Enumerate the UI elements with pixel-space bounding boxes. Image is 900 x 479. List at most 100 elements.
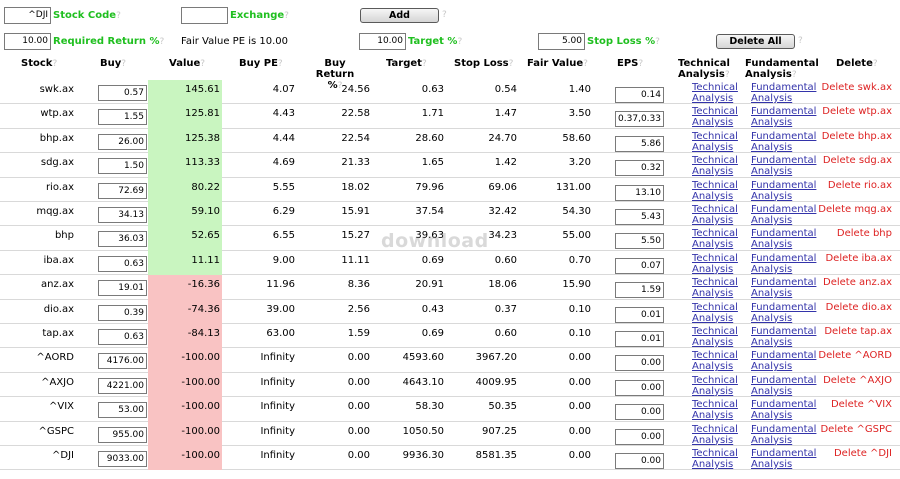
- eps-input[interactable]: 1.59: [615, 282, 664, 299]
- technical-analysis-link[interactable]: Technical Analysis: [692, 375, 744, 399]
- fundamental-analysis-link[interactable]: Fundamental Analysis: [751, 302, 823, 326]
- buy-price-input[interactable]: 955.00: [98, 426, 147, 443]
- col-fair-value-help-icon[interactable]: ?: [583, 59, 588, 69]
- delete-stock-link[interactable]: Delete mqg.ax: [818, 204, 892, 215]
- buy-price-input[interactable]: 36.03: [98, 231, 147, 248]
- delete-stock-link[interactable]: Delete sdg.ax: [822, 155, 892, 167]
- delete-stock-link[interactable]: Delete dio.ax: [825, 301, 892, 313]
- delete-stock-link[interactable]: Delete ^VIX: [830, 399, 892, 411]
- eps-input[interactable]: 0.01: [615, 306, 664, 323]
- exchange-help-icon[interactable]: ?: [284, 11, 289, 21]
- buy-price-input[interactable]: 9033.00: [98, 451, 147, 467]
- delete-stock-link[interactable]: Delete iba.ax: [825, 252, 892, 264]
- eps-input[interactable]: 5.50: [615, 233, 664, 250]
- fundamental-analysis-link[interactable]: Fundamental Analysis: [751, 448, 823, 472]
- buy-price-input[interactable]: 72.69: [98, 182, 147, 199]
- buy-price-input[interactable]: 4176.00: [98, 353, 147, 370]
- buy-price-input[interactable]: 0.63: [98, 255, 147, 272]
- technical-analysis-link[interactable]: Technical Analysis: [692, 131, 744, 155]
- col-stock[interactable]: Stock?: [21, 58, 57, 70]
- buy-price-input[interactable]: 34.13: [98, 207, 147, 223]
- fundamental-analysis-link[interactable]: Fundamental Analysis: [751, 350, 823, 374]
- buy-price-input[interactable]: 4221.00: [98, 377, 147, 394]
- col-target[interactable]: Target?: [386, 58, 427, 70]
- eps-input[interactable]: 0.00: [615, 355, 664, 372]
- col-buy[interactable]: Buy?: [100, 58, 126, 70]
- col-buy-help-icon[interactable]: ?: [121, 59, 127, 69]
- stop-loss-input[interactable]: 5.00: [538, 33, 585, 50]
- stop-loss-help-icon[interactable]: ?: [655, 37, 660, 47]
- exchange-input[interactable]: [181, 7, 228, 24]
- col-stop-loss[interactable]: Stop Loss?: [454, 58, 513, 70]
- target-help-icon[interactable]: ?: [457, 37, 463, 47]
- col-eps-help-icon[interactable]: ?: [638, 59, 644, 69]
- delete-stock-link[interactable]: Delete anz.ax: [823, 277, 892, 289]
- fundamental-analysis-link[interactable]: Fundamental Analysis: [751, 228, 823, 252]
- delete-stock-link[interactable]: Delete rio.ax: [827, 179, 892, 191]
- buy-price-input[interactable]: 0.39: [98, 304, 147, 321]
- fundamental-analysis-link[interactable]: Fundamental Analysis: [751, 375, 823, 399]
- col-value[interactable]: Value?: [169, 58, 205, 70]
- fundamental-analysis-link[interactable]: Fundamental Analysis: [751, 253, 823, 277]
- eps-input[interactable]: 5.43: [615, 209, 664, 225]
- delete-stock-link[interactable]: Delete ^DJI: [833, 448, 892, 459]
- eps-input[interactable]: 0.07: [615, 257, 664, 274]
- eps-input[interactable]: 5.86: [615, 135, 664, 152]
- technical-analysis-link[interactable]: Technical Analysis: [692, 424, 744, 448]
- col-stop-loss-help-icon[interactable]: ?: [508, 59, 514, 69]
- col-stock-help-icon[interactable]: ?: [52, 59, 58, 69]
- technical-analysis-link[interactable]: Technical Analysis: [692, 180, 744, 204]
- col-buy-pe-help-icon[interactable]: ?: [277, 59, 283, 69]
- technical-analysis-link[interactable]: Technical Analysis: [692, 399, 744, 423]
- target-percent-input[interactable]: 10.00: [359, 33, 406, 50]
- delete-stock-link[interactable]: Delete ^GSPC: [820, 423, 892, 435]
- eps-input[interactable]: 0.14: [615, 87, 664, 103]
- eps-input[interactable]: 0.00: [615, 404, 664, 421]
- fundamental-analysis-link[interactable]: Fundamental Analysis: [751, 277, 823, 301]
- col-delete[interactable]: Delete?: [836, 58, 878, 70]
- col-fundamental-analysis-help-icon[interactable]: ?: [791, 70, 797, 80]
- technical-analysis-link[interactable]: Technical Analysis: [692, 106, 744, 130]
- eps-input[interactable]: 0.32: [615, 160, 664, 177]
- eps-input[interactable]: 13.10: [615, 184, 664, 201]
- stock-code-input[interactable]: ^DJI: [4, 7, 51, 24]
- fundamental-analysis-link[interactable]: Fundamental Analysis: [751, 399, 823, 423]
- fundamental-analysis-link[interactable]: Fundamental Analysis: [751, 82, 823, 106]
- technical-analysis-link[interactable]: Technical Analysis: [692, 277, 744, 301]
- technical-analysis-link[interactable]: Technical Analysis: [692, 326, 744, 350]
- technical-analysis-link[interactable]: Technical Analysis: [692, 228, 744, 252]
- delete-stock-link[interactable]: Delete bhp: [836, 228, 892, 240]
- col-buy-return-help-icon[interactable]: ?: [337, 81, 343, 91]
- fundamental-analysis-link[interactable]: Fundamental Analysis: [751, 180, 823, 204]
- technical-analysis-link[interactable]: Technical Analysis: [692, 253, 744, 277]
- eps-input[interactable]: 0.37,0.33: [615, 111, 664, 128]
- delete-all-button[interactable]: Delete All: [716, 34, 795, 49]
- col-fundamental-analysis[interactable]: Fundamental Analysis?: [745, 58, 819, 81]
- fundamental-analysis-link[interactable]: Fundamental Analysis: [751, 131, 823, 155]
- eps-input[interactable]: 0.00: [615, 379, 664, 396]
- buy-price-input[interactable]: 1.55: [98, 109, 147, 126]
- delete-stock-link[interactable]: Delete bhp.ax: [821, 130, 892, 142]
- eps-input[interactable]: 0.00: [615, 428, 664, 445]
- fundamental-analysis-link[interactable]: Fundamental Analysis: [751, 326, 823, 350]
- col-value-help-icon[interactable]: ?: [200, 59, 206, 69]
- delete-stock-link[interactable]: Delete tap.ax: [824, 326, 892, 337]
- eps-input[interactable]: 0.01: [615, 331, 664, 347]
- required-return-help-icon[interactable]: ?: [159, 37, 165, 47]
- technical-analysis-link[interactable]: Technical Analysis: [692, 302, 744, 326]
- fundamental-analysis-link[interactable]: Fundamental Analysis: [751, 155, 823, 179]
- col-fair-value[interactable]: Fair Value?: [527, 58, 588, 70]
- required-return-input[interactable]: 10.00: [4, 33, 51, 50]
- col-technical-analysis-help-icon[interactable]: ?: [724, 70, 730, 80]
- fundamental-analysis-link[interactable]: Fundamental Analysis: [751, 106, 823, 130]
- delete-all-help-icon[interactable]: ?: [798, 36, 803, 46]
- delete-stock-link[interactable]: Delete swk.ax: [821, 82, 892, 93]
- buy-price-input[interactable]: 1.50: [98, 158, 147, 175]
- buy-price-input[interactable]: 26.00: [98, 133, 147, 150]
- stock-code-help-icon[interactable]: ?: [116, 11, 121, 21]
- delete-stock-link[interactable]: Delete ^AORD: [818, 350, 892, 362]
- col-technical-analysis[interactable]: Technical Analysis?: [678, 58, 730, 81]
- buy-price-input[interactable]: 0.63: [98, 329, 147, 345]
- col-eps[interactable]: EPS?: [617, 58, 643, 70]
- col-buy-pe[interactable]: Buy PE?: [239, 58, 283, 70]
